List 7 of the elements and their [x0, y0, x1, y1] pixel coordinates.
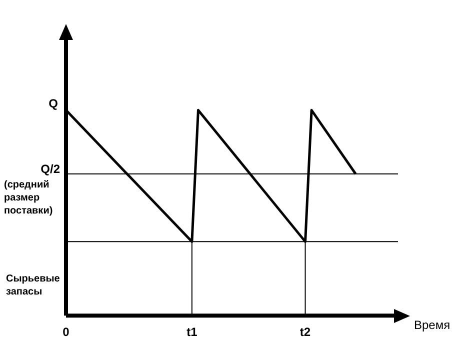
x-tick-label: 0	[62, 325, 70, 340]
x-tick-label: t2	[300, 325, 311, 340]
x-tick-label: t1	[186, 325, 198, 340]
ref-line-label: Q/2 (средний размер поставки)	[4, 162, 60, 217]
x-axis-title: Время	[414, 318, 450, 332]
annotation: Q	[48, 96, 58, 110]
y-axis-title: Сырьевые запасы	[6, 273, 60, 298]
